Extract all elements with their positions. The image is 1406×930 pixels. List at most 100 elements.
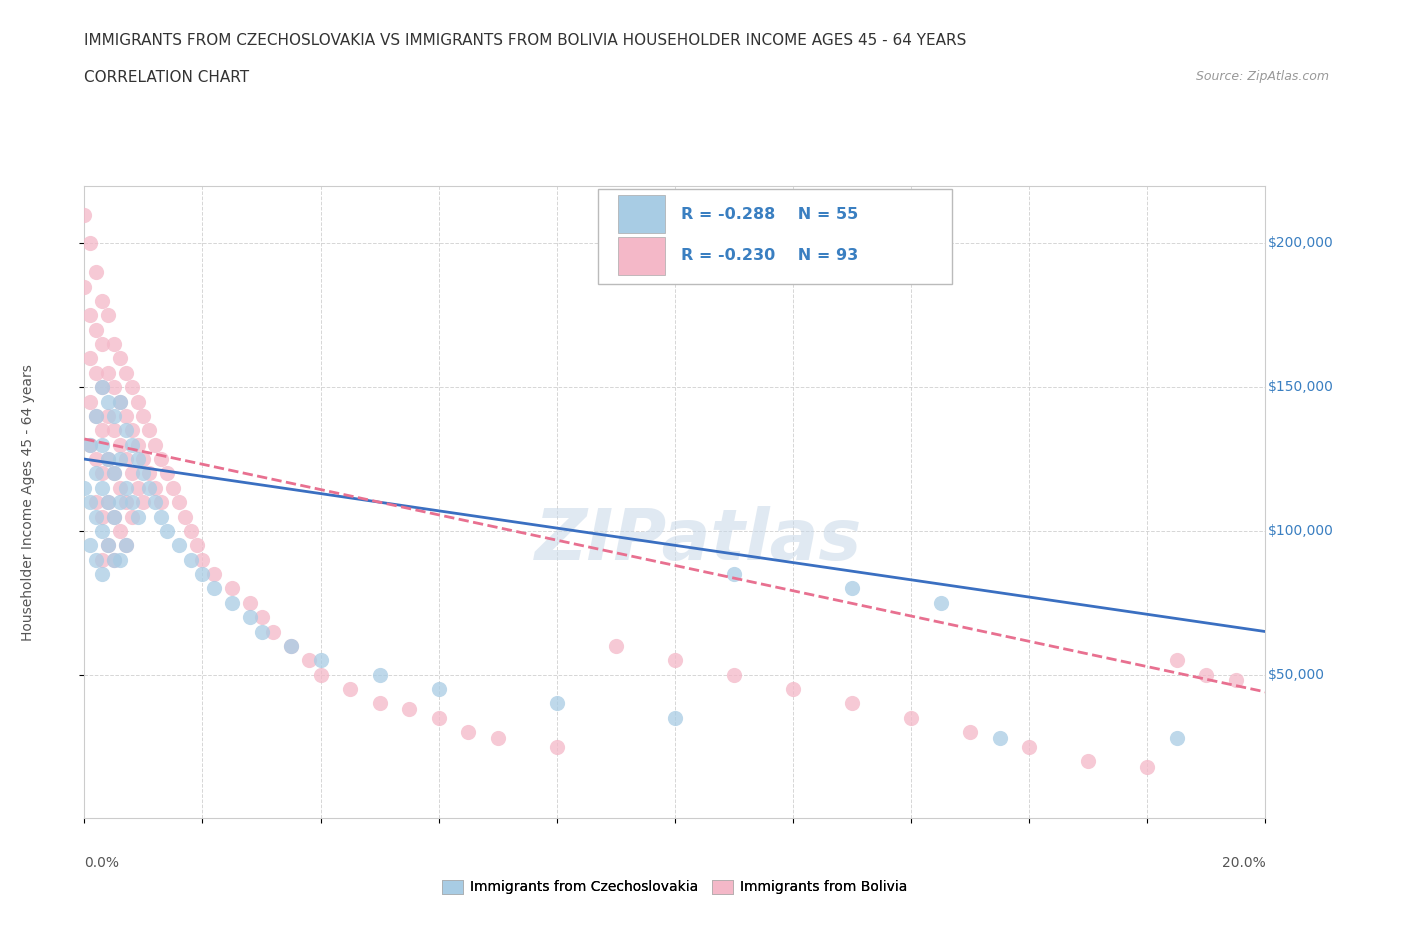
Point bbox=[121, 423, 143, 438]
Point bbox=[929, 595, 952, 610]
Point bbox=[91, 481, 114, 496]
Point bbox=[84, 323, 107, 338]
Point bbox=[202, 581, 225, 596]
Point bbox=[186, 538, 208, 552]
Point bbox=[280, 639, 302, 654]
Text: Source: ZipAtlas.com: Source: ZipAtlas.com bbox=[1195, 70, 1329, 83]
Point bbox=[108, 394, 131, 409]
Point bbox=[1195, 667, 1218, 682]
Point bbox=[143, 437, 166, 452]
Point bbox=[1225, 673, 1247, 688]
Point bbox=[108, 481, 131, 496]
Point bbox=[91, 524, 114, 538]
Point bbox=[79, 437, 101, 452]
Point bbox=[127, 394, 149, 409]
Point bbox=[138, 466, 160, 481]
Point bbox=[91, 437, 114, 452]
Point bbox=[180, 552, 202, 567]
Point bbox=[368, 667, 391, 682]
Point bbox=[173, 509, 195, 524]
Point bbox=[427, 682, 450, 697]
Point bbox=[103, 337, 125, 352]
Point bbox=[546, 696, 568, 711]
Point bbox=[841, 581, 863, 596]
Point bbox=[167, 495, 190, 510]
Legend: Immigrants from Czechoslovakia, Immigrants from Bolivia: Immigrants from Czechoslovakia, Immigran… bbox=[437, 874, 912, 900]
Point bbox=[108, 437, 131, 452]
Text: $100,000: $100,000 bbox=[1268, 524, 1334, 538]
Point bbox=[79, 495, 101, 510]
Point bbox=[103, 552, 125, 567]
Point bbox=[309, 667, 332, 682]
Point bbox=[79, 538, 101, 552]
Point bbox=[988, 730, 1011, 745]
Point bbox=[132, 408, 155, 423]
Point bbox=[108, 351, 131, 365]
Point bbox=[664, 711, 686, 725]
Point bbox=[103, 466, 125, 481]
Point bbox=[121, 437, 143, 452]
Point bbox=[108, 552, 131, 567]
Point bbox=[900, 711, 922, 725]
Point bbox=[121, 509, 143, 524]
Point bbox=[97, 538, 120, 552]
Text: CORRELATION CHART: CORRELATION CHART bbox=[84, 70, 249, 85]
Point bbox=[97, 308, 120, 323]
Point bbox=[546, 739, 568, 754]
Point bbox=[239, 610, 262, 625]
Point bbox=[84, 495, 107, 510]
Point bbox=[127, 509, 149, 524]
Point bbox=[97, 538, 120, 552]
Point bbox=[84, 466, 107, 481]
Point bbox=[221, 595, 243, 610]
Point bbox=[191, 566, 214, 581]
FancyBboxPatch shape bbox=[619, 195, 665, 233]
Point bbox=[262, 624, 284, 639]
Point bbox=[84, 365, 107, 380]
Point bbox=[103, 509, 125, 524]
Point bbox=[150, 509, 173, 524]
Point bbox=[91, 552, 114, 567]
Point bbox=[79, 437, 101, 452]
Point bbox=[114, 365, 136, 380]
Point bbox=[97, 452, 120, 467]
Point bbox=[841, 696, 863, 711]
Point bbox=[103, 423, 125, 438]
Point bbox=[191, 552, 214, 567]
Point bbox=[79, 351, 101, 365]
Point bbox=[427, 711, 450, 725]
Point bbox=[114, 538, 136, 552]
Point bbox=[239, 595, 262, 610]
Point bbox=[127, 452, 149, 467]
Point bbox=[91, 379, 114, 394]
Point bbox=[250, 610, 273, 625]
Point bbox=[97, 452, 120, 467]
Point bbox=[73, 207, 96, 222]
Point bbox=[84, 265, 107, 280]
Point bbox=[97, 365, 120, 380]
Point bbox=[114, 538, 136, 552]
Point bbox=[221, 581, 243, 596]
Point bbox=[1136, 759, 1159, 774]
Point bbox=[108, 524, 131, 538]
Point bbox=[723, 667, 745, 682]
Point bbox=[132, 495, 155, 510]
Point bbox=[486, 730, 509, 745]
Point bbox=[108, 452, 131, 467]
Point bbox=[150, 495, 173, 510]
Point bbox=[132, 452, 155, 467]
Point bbox=[162, 481, 184, 496]
Point bbox=[368, 696, 391, 711]
Point bbox=[84, 552, 107, 567]
Point bbox=[114, 423, 136, 438]
Point bbox=[1166, 653, 1188, 668]
Point bbox=[121, 466, 143, 481]
Point bbox=[782, 682, 804, 697]
Point bbox=[150, 452, 173, 467]
Point bbox=[97, 394, 120, 409]
Point bbox=[723, 566, 745, 581]
Text: R = -0.288    N = 55: R = -0.288 N = 55 bbox=[681, 207, 858, 222]
Text: $200,000: $200,000 bbox=[1268, 236, 1333, 250]
Text: $50,000: $50,000 bbox=[1268, 668, 1324, 682]
Point bbox=[97, 495, 120, 510]
